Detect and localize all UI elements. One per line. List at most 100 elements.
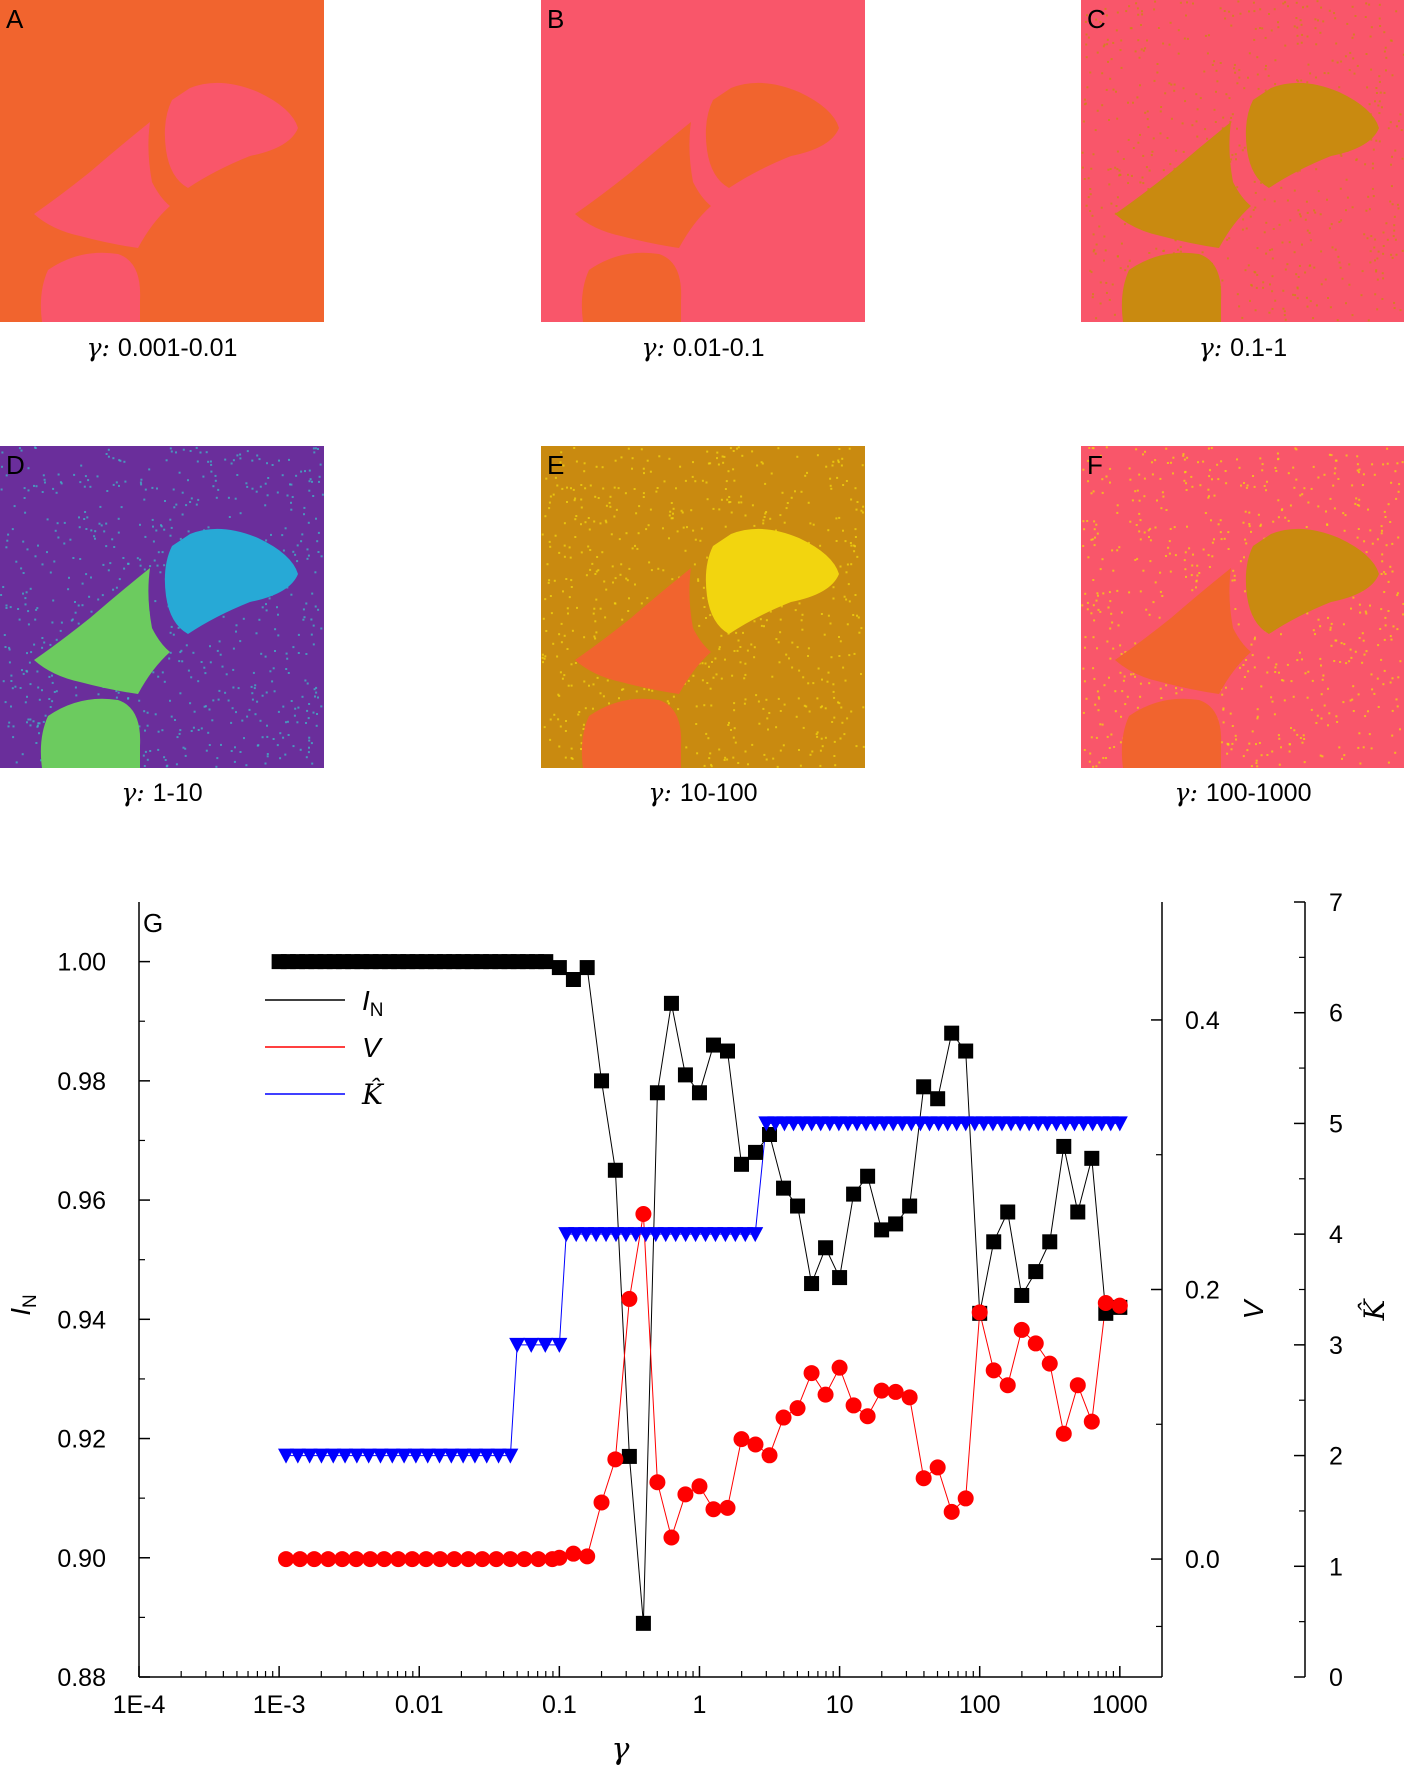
v-point [1041, 1355, 1058, 1372]
k-point [443, 1448, 460, 1464]
in-point [538, 954, 554, 970]
in-point [719, 1043, 735, 1059]
chart-g: 1E-4 1E-3 0.01 0.1 1 10 100 1000γ0.880.900.920.… [5, 889, 1391, 1767]
x-tick-label: 1 [693, 1691, 707, 1719]
in-point [958, 1043, 974, 1059]
v-point [579, 1548, 596, 1565]
panel-c: C [1081, 0, 1404, 322]
x-tick-label: 0.1 [542, 1691, 577, 1719]
series-line-v [286, 1213, 1120, 1560]
v-point [733, 1431, 750, 1448]
y-left-tick-label: 0.92 [57, 1426, 106, 1454]
y-right-tick-label: 6 [1329, 1000, 1343, 1028]
v-point [320, 1551, 337, 1568]
v-point [1013, 1321, 1030, 1338]
in-point [1000, 1204, 1016, 1220]
cell-bottom [581, 698, 682, 768]
v-point [565, 1545, 582, 1562]
legend-label-in: IN [362, 985, 384, 1021]
k-point [407, 1448, 424, 1464]
v-point [1097, 1294, 1114, 1311]
v-point [873, 1382, 890, 1399]
v-point [817, 1386, 834, 1403]
k-point [337, 1448, 354, 1464]
in-point [607, 1162, 623, 1178]
legend-label-v: V [362, 1032, 383, 1063]
x-tick-label: 0.01 [395, 1691, 444, 1719]
y-middle-tick-label: 0.4 [1185, 1007, 1220, 1035]
cell-top-right [1245, 528, 1379, 634]
in-point [733, 1156, 749, 1172]
cell-bottom [581, 252, 682, 322]
v-point [593, 1494, 610, 1511]
v-point [901, 1389, 918, 1406]
v-point [985, 1362, 1002, 1379]
k-point [348, 1448, 365, 1464]
in-point [888, 1216, 904, 1232]
in-point [1070, 1204, 1086, 1220]
v-point [362, 1551, 379, 1568]
panel-d: D [0, 446, 324, 768]
caption-gamma-range: 1-10 [152, 779, 203, 807]
v-point [502, 1551, 519, 1568]
cell-top-right [164, 528, 298, 634]
k-point [289, 1448, 306, 1464]
caption-gamma-symbol: γ: [1174, 778, 1206, 807]
v-point [292, 1551, 309, 1568]
x-tick-label: 1000 [1092, 1691, 1148, 1719]
y-middle-tick-label: 0.0 [1185, 1546, 1220, 1574]
in-point [551, 960, 567, 976]
caption-gamma-range: 0.01-0.1 [672, 334, 765, 362]
v-point [943, 1503, 960, 1520]
v-point [488, 1551, 505, 1568]
v-point [859, 1408, 876, 1425]
k-point [360, 1448, 377, 1464]
k-point [431, 1448, 448, 1464]
v-point [530, 1551, 547, 1568]
panel-e: E [541, 446, 865, 768]
y-middle-axis-label: V [1238, 1298, 1269, 1319]
y-left-axis-label-sub: N [20, 1294, 41, 1308]
k-point [747, 1227, 764, 1243]
in-point [930, 1091, 946, 1107]
v-point [929, 1459, 946, 1476]
v-point [957, 1490, 974, 1507]
cell-left [34, 568, 170, 694]
in-point [804, 1276, 820, 1292]
v-point [1083, 1413, 1100, 1430]
in-point [1042, 1234, 1058, 1250]
in-point [621, 1448, 637, 1464]
cell-left [575, 122, 711, 248]
in-point [635, 1615, 651, 1631]
in-point [846, 1186, 862, 1202]
panel-letter: C [1087, 4, 1106, 34]
legend-label-k: K̂ [361, 1078, 385, 1111]
y-right-axis-label: K̂ [1358, 1297, 1391, 1321]
v-point [432, 1551, 449, 1568]
v-point [677, 1486, 694, 1503]
y-left-axis-label: IN [5, 1294, 41, 1316]
in-point [1084, 1150, 1100, 1166]
k-point [396, 1448, 413, 1464]
chart-panel-letter: G [143, 908, 163, 938]
in-point [748, 1144, 764, 1160]
panel-letter: F [1087, 450, 1103, 480]
cell-top-right [164, 82, 298, 188]
caption-gamma-range: 0.001-0.01 [117, 334, 238, 362]
in-point [874, 1222, 890, 1238]
panel-b: B [541, 0, 865, 322]
k-point [502, 1448, 519, 1464]
in-point [986, 1234, 1002, 1250]
series-line-k [286, 1122, 1120, 1457]
in-point [1056, 1138, 1072, 1154]
y-left-tick-label: 0.90 [57, 1545, 106, 1573]
v-point [306, 1551, 323, 1568]
y-middle-tick-label: 0.2 [1185, 1277, 1220, 1305]
k-point [537, 1337, 554, 1353]
caption-gamma-symbol: γ: [641, 333, 673, 362]
k-point [419, 1448, 436, 1464]
v-point [649, 1474, 666, 1491]
x-tick-label: 10 [826, 1691, 854, 1719]
k-point [278, 1448, 295, 1464]
v-point [1111, 1297, 1128, 1314]
